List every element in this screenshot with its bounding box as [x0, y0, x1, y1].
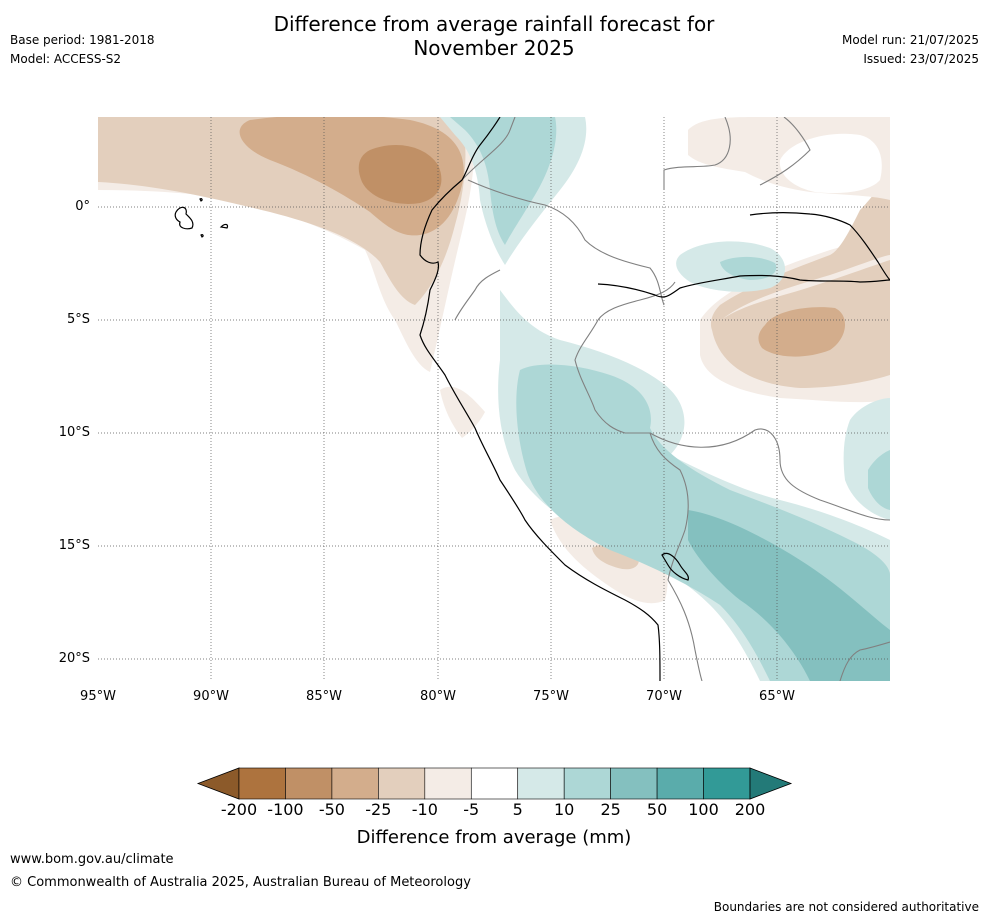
disclaimer-text: Boundaries are not considered authoritat…	[713, 900, 979, 914]
wet-10-region-colombia	[450, 117, 557, 245]
colorbar-title: Difference from average (mm)	[356, 827, 632, 848]
lon-label-75w: 75°W	[533, 689, 569, 704]
lat-label-20s: 20°S	[58, 651, 90, 666]
dry-50-region-northwest	[358, 145, 442, 204]
colorbar-swatch-dry-100	[238, 767, 286, 800]
colorbar-tick-label: 100	[688, 800, 719, 819]
country-borders	[454, 117, 890, 681]
title-line-1: Difference from average rainfall forecas…	[273, 12, 715, 36]
lat-label-0: 0°	[75, 199, 90, 214]
model-name: Model: ACCESS-S2	[10, 52, 122, 66]
lat-label-10s: 10°S	[58, 425, 90, 440]
issued-date: Issued: 23/07/2025	[863, 52, 979, 66]
base-period: Base period: 1981-2018	[10, 33, 155, 47]
dry-10-region-east	[710, 180, 890, 388]
colorbar-tick-label: -25	[365, 800, 392, 819]
lon-label-70w: 70°W	[646, 689, 682, 704]
colorbar-tick-label: -50	[318, 800, 345, 819]
colorbar-swatch-dry-10	[378, 767, 426, 800]
colorbar-tick-label: -200	[220, 800, 258, 819]
colorbar-swatch-neutral	[470, 767, 519, 800]
map-area	[98, 117, 890, 681]
colorbar-tick-label: -100	[267, 800, 304, 819]
wet-10-region-brazil-east	[868, 450, 890, 510]
lon-label-90w: 90°W	[193, 689, 229, 704]
lat-label-15s: 15°S	[58, 538, 90, 553]
colorbar-swatch-dry-5	[424, 767, 472, 800]
colorbar-arrow-low	[196, 767, 240, 800]
colorbar-swatch-wet-100	[703, 767, 751, 800]
colorbar-swatch-wet-5	[517, 767, 565, 800]
lon-label-85w: 85°W	[306, 689, 342, 704]
colorbar-tick-label: 25	[600, 800, 621, 819]
coastline	[174, 117, 890, 681]
colorbar-tick-label: 50	[646, 800, 668, 819]
model-run-date: Model run: 21/07/2025	[841, 33, 979, 47]
colorbar-tick-label: -5	[463, 800, 480, 819]
colorbar-tick-label: 5	[512, 800, 523, 819]
map-title: Difference from average rainfall forecas…	[0, 12, 988, 60]
website-link[interactable]: www.bom.gov.au/climate	[10, 852, 174, 867]
colorbar	[196, 767, 793, 800]
lon-label-65w: 65°W	[759, 689, 795, 704]
wet-25-region-andes	[688, 510, 890, 681]
neutral-region-northeast	[779, 133, 882, 194]
copyright-text: © Commonwealth of Australia 2025, Austra…	[10, 875, 471, 890]
lon-label-95w: 95°W	[80, 689, 116, 704]
colorbar-tick-label: 200	[734, 800, 766, 819]
colorbar-swatch-wet-50	[656, 767, 704, 800]
dry-25-region-east	[758, 307, 846, 357]
wet-10-region-amazon-north	[720, 256, 777, 280]
colorbar-arrow-high	[749, 767, 793, 800]
colorbar-swatch-dry-50	[285, 767, 333, 800]
lon-label-80w: 80°W	[420, 689, 456, 704]
colorbar-tick-label: -10	[411, 800, 438, 819]
colorbar-swatch-wet-25	[610, 767, 658, 800]
colorbar-tick-label: 10	[553, 800, 575, 819]
colorbar-swatch-wet-10	[563, 767, 611, 800]
title-line-2: November 2025	[413, 36, 575, 60]
colorbar-swatch-dry-25	[331, 767, 379, 800]
graticule	[98, 117, 890, 681]
lat-label-5s: 5°S	[66, 312, 90, 327]
